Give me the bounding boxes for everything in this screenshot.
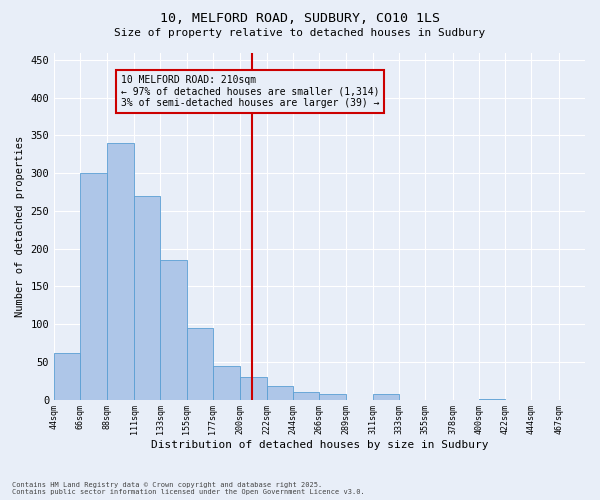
Bar xyxy=(160,260,187,400)
Bar xyxy=(319,394,346,400)
Bar xyxy=(213,366,240,400)
Bar xyxy=(80,173,107,400)
Bar xyxy=(293,392,319,400)
Text: Contains HM Land Registry data © Crown copyright and database right 2025.
Contai: Contains HM Land Registry data © Crown c… xyxy=(12,482,365,495)
Bar xyxy=(107,143,134,400)
X-axis label: Distribution of detached houses by size in Sudbury: Distribution of detached houses by size … xyxy=(151,440,488,450)
Y-axis label: Number of detached properties: Number of detached properties xyxy=(15,136,25,316)
Bar xyxy=(373,394,399,400)
Bar xyxy=(585,399,600,400)
Bar xyxy=(187,328,213,400)
Bar xyxy=(54,353,80,400)
Bar xyxy=(240,377,266,400)
Bar xyxy=(266,386,293,400)
Bar xyxy=(479,399,505,400)
Bar xyxy=(134,196,160,400)
Text: 10, MELFORD ROAD, SUDBURY, CO10 1LS: 10, MELFORD ROAD, SUDBURY, CO10 1LS xyxy=(160,12,440,26)
Text: Size of property relative to detached houses in Sudbury: Size of property relative to detached ho… xyxy=(115,28,485,38)
Text: 10 MELFORD ROAD: 210sqm
← 97% of detached houses are smaller (1,314)
3% of semi-: 10 MELFORD ROAD: 210sqm ← 97% of detache… xyxy=(121,75,379,108)
